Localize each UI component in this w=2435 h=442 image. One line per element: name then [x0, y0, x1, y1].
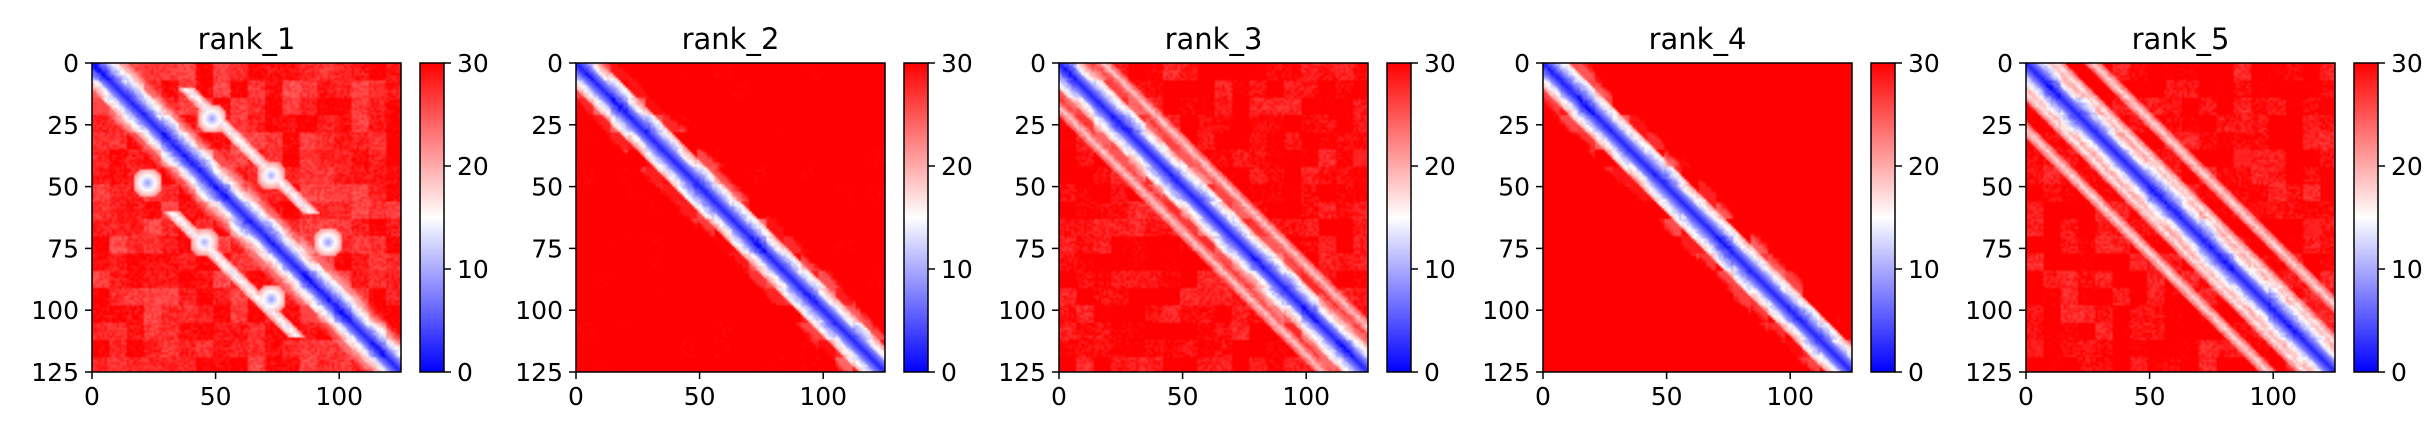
colorbar-tick-label: 30 [941, 49, 973, 78]
plot-frame [1058, 62, 1369, 373]
colorbar-tick-label: 20 [941, 152, 973, 181]
x-tick-label: 100 [2249, 382, 2297, 411]
y-tick-label: 50 [1014, 173, 1046, 202]
y-tick-label: 25 [1014, 111, 1046, 140]
y-tick-label: 50 [1498, 173, 1530, 202]
x-tick-label: 50 [1167, 382, 1199, 411]
colorbar-tick-label: 30 [1424, 49, 1456, 78]
panel-title: rank_1 [198, 22, 296, 56]
heatmap-image [1059, 63, 1368, 372]
heatmap-image [576, 63, 885, 372]
x-tick-label: 50 [2134, 382, 2166, 411]
y-tick-label: 100 [998, 296, 1046, 325]
x-tick-label: 0 [568, 382, 584, 411]
colorbar [2353, 62, 2379, 373]
x-tick-label: 0 [2018, 382, 2034, 411]
heatmap-image [2026, 63, 2335, 372]
y-tick-label: 0 [1997, 49, 2013, 78]
panel-title: rank_5 [2132, 22, 2230, 56]
colorbar [903, 62, 929, 373]
y-tick-label: 75 [47, 234, 79, 263]
x-tick-label: 100 [799, 382, 847, 411]
colorbar-tick-label: 0 [457, 358, 473, 387]
colorbar-tick-label: 20 [1908, 152, 1940, 181]
x-tick-label: 0 [1535, 382, 1551, 411]
colorbar-tick-label: 0 [1908, 358, 1924, 387]
y-tick-label: 50 [531, 173, 563, 202]
y-tick-label: 125 [998, 358, 1046, 387]
colorbar-tick-label: 10 [1908, 255, 1940, 284]
x-tick-label: 50 [1651, 382, 1683, 411]
colorbar-tick-label: 30 [1908, 49, 1940, 78]
y-tick-label: 0 [547, 49, 563, 78]
y-tick-label: 125 [515, 358, 563, 387]
colorbar-tick-label: 10 [2391, 255, 2423, 284]
y-tick-label: 0 [1514, 49, 1530, 78]
y-tick-label: 0 [63, 49, 79, 78]
plot-frame [2025, 62, 2336, 373]
x-tick-label: 50 [684, 382, 716, 411]
panel-title: rank_2 [682, 22, 780, 56]
y-tick-label: 50 [1981, 173, 2013, 202]
y-tick-label: 100 [31, 296, 79, 325]
plot-frame [1542, 62, 1853, 373]
x-tick-label: 100 [315, 382, 363, 411]
colorbar [1386, 62, 1412, 373]
y-tick-label: 100 [1482, 296, 1530, 325]
y-tick-label: 25 [531, 111, 563, 140]
colorbar-tick-label: 10 [457, 255, 489, 284]
plot-frame [91, 62, 402, 373]
y-tick-label: 125 [31, 358, 79, 387]
x-tick-label: 100 [1766, 382, 1814, 411]
colorbar-tick-label: 30 [2391, 49, 2423, 78]
x-tick-label: 0 [84, 382, 100, 411]
colorbar [419, 62, 445, 373]
x-tick-label: 0 [1051, 382, 1067, 411]
panel-title: rank_3 [1165, 22, 1263, 56]
y-tick-label: 75 [531, 234, 563, 263]
panel-title: rank_4 [1649, 22, 1747, 56]
colorbar-tick-label: 30 [457, 49, 489, 78]
y-tick-label: 75 [1981, 234, 2013, 263]
y-tick-label: 25 [1498, 111, 1530, 140]
colorbar-tick-label: 0 [2391, 358, 2407, 387]
y-tick-label: 100 [515, 296, 563, 325]
y-tick-label: 125 [1482, 358, 1530, 387]
heatmap-image [1543, 63, 1852, 372]
colorbar-tick-label: 20 [457, 152, 489, 181]
colorbar-tick-label: 20 [2391, 152, 2423, 181]
x-tick-label: 50 [200, 382, 232, 411]
heatmap-image [92, 63, 401, 372]
colorbar-tick-label: 10 [1424, 255, 1456, 284]
y-tick-label: 50 [47, 173, 79, 202]
colorbar-tick-label: 0 [1424, 358, 1440, 387]
y-tick-label: 75 [1498, 234, 1530, 263]
y-tick-label: 25 [1981, 111, 2013, 140]
x-tick-label: 100 [1282, 382, 1330, 411]
y-tick-label: 25 [47, 111, 79, 140]
plot-frame [575, 62, 886, 373]
colorbar-tick-label: 0 [941, 358, 957, 387]
y-tick-label: 100 [1965, 296, 2013, 325]
colorbar-tick-label: 20 [1424, 152, 1456, 181]
y-tick-label: 0 [1030, 49, 1046, 78]
y-tick-label: 75 [1014, 234, 1046, 263]
colorbar [1870, 62, 1896, 373]
colorbar-tick-label: 10 [941, 255, 973, 284]
y-tick-label: 125 [1965, 358, 2013, 387]
